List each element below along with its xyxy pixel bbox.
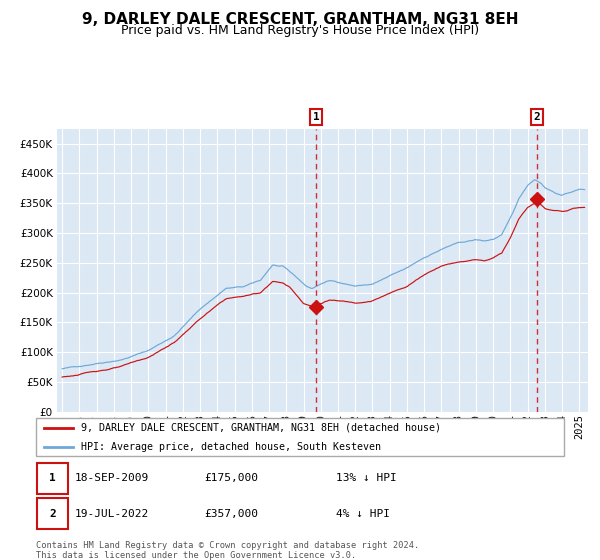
Text: HPI: Average price, detached house, South Kesteven: HPI: Average price, detached house, Sout… — [81, 442, 381, 452]
Text: 2: 2 — [533, 112, 541, 122]
Text: 4% ↓ HPI: 4% ↓ HPI — [336, 508, 390, 519]
Text: 19-JUL-2022: 19-JUL-2022 — [75, 508, 149, 519]
Text: 1: 1 — [313, 112, 319, 122]
Text: 2: 2 — [49, 508, 56, 519]
FancyBboxPatch shape — [36, 418, 564, 456]
FancyBboxPatch shape — [37, 498, 68, 529]
Text: 9, DARLEY DALE CRESCENT, GRANTHAM, NG31 8EH: 9, DARLEY DALE CRESCENT, GRANTHAM, NG31 … — [82, 12, 518, 27]
FancyBboxPatch shape — [37, 463, 68, 493]
Text: £175,000: £175,000 — [204, 473, 258, 483]
Text: 1: 1 — [49, 473, 56, 483]
Text: 13% ↓ HPI: 13% ↓ HPI — [336, 473, 397, 483]
Text: Contains HM Land Registry data © Crown copyright and database right 2024.
This d: Contains HM Land Registry data © Crown c… — [36, 541, 419, 560]
Text: 9, DARLEY DALE CRESCENT, GRANTHAM, NG31 8EH (detached house): 9, DARLEY DALE CRESCENT, GRANTHAM, NG31 … — [81, 423, 441, 433]
Text: Price paid vs. HM Land Registry's House Price Index (HPI): Price paid vs. HM Land Registry's House … — [121, 24, 479, 36]
Text: £357,000: £357,000 — [204, 508, 258, 519]
Text: 18-SEP-2009: 18-SEP-2009 — [75, 473, 149, 483]
